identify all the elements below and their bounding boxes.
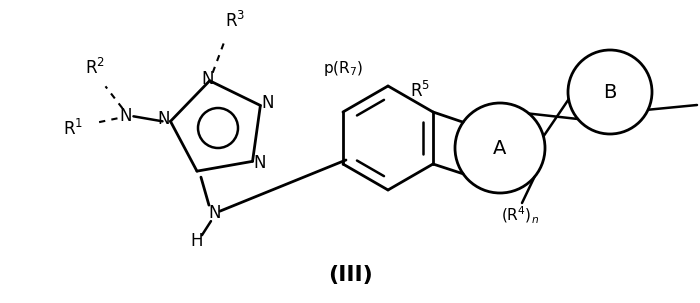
Text: B: B	[603, 82, 617, 102]
Text: N: N	[209, 204, 221, 222]
Text: N: N	[261, 95, 274, 112]
Text: N: N	[253, 154, 266, 172]
Text: N: N	[202, 70, 214, 88]
Text: N: N	[158, 110, 169, 128]
Text: R$^5$: R$^5$	[410, 81, 430, 101]
Text: R$^1$: R$^1$	[64, 119, 83, 139]
Text: R$^2$: R$^2$	[85, 58, 106, 78]
Text: N: N	[119, 107, 132, 125]
Text: R$^3$: R$^3$	[225, 11, 245, 31]
Text: H: H	[190, 232, 203, 250]
Text: p(R$_7$): p(R$_7$)	[323, 58, 363, 78]
Text: A: A	[494, 138, 507, 158]
Text: (R$^4$)$_n$: (R$^4$)$_n$	[501, 205, 539, 225]
Text: (III): (III)	[328, 265, 372, 285]
